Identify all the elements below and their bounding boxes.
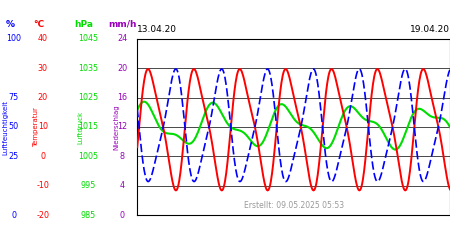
- Text: Erstellt: 09.05.2025 05:53: Erstellt: 09.05.2025 05:53: [243, 201, 344, 210]
- Text: 995: 995: [81, 181, 96, 190]
- Text: -20: -20: [36, 210, 49, 220]
- Text: 8: 8: [119, 152, 125, 161]
- Text: 10: 10: [38, 122, 48, 132]
- Text: 1045: 1045: [78, 34, 98, 43]
- Text: 24: 24: [117, 34, 127, 43]
- Text: 1025: 1025: [78, 93, 98, 102]
- Text: Luftfeuchtigkeit: Luftfeuchtigkeit: [3, 100, 9, 155]
- Text: mm/h: mm/h: [108, 20, 136, 29]
- Text: Niederschlag: Niederschlag: [113, 105, 119, 150]
- Text: 0: 0: [40, 152, 45, 161]
- Text: 12: 12: [117, 122, 127, 132]
- Text: 19.04.20: 19.04.20: [410, 25, 450, 34]
- Text: 20: 20: [117, 64, 127, 73]
- Text: 16: 16: [117, 93, 127, 102]
- Text: 50: 50: [9, 122, 18, 132]
- Text: -10: -10: [36, 181, 49, 190]
- Text: Temperatur: Temperatur: [33, 108, 39, 148]
- Text: hPa: hPa: [74, 20, 93, 29]
- Text: 40: 40: [38, 34, 48, 43]
- Text: 25: 25: [9, 152, 18, 161]
- Text: 30: 30: [38, 64, 48, 73]
- Text: 4: 4: [119, 181, 125, 190]
- Text: 1015: 1015: [78, 122, 98, 132]
- Text: 20: 20: [38, 93, 48, 102]
- Text: 1005: 1005: [78, 152, 98, 161]
- Text: Luftdruck: Luftdruck: [77, 111, 83, 144]
- Text: 985: 985: [81, 210, 96, 220]
- Text: °C: °C: [34, 20, 45, 29]
- Text: 0: 0: [119, 210, 125, 220]
- Text: 100: 100: [6, 34, 21, 43]
- Text: 1035: 1035: [78, 64, 98, 73]
- Text: 13.04.20: 13.04.20: [137, 25, 177, 34]
- Text: 75: 75: [9, 93, 18, 102]
- Text: %: %: [5, 20, 14, 29]
- Text: 0: 0: [11, 210, 16, 220]
